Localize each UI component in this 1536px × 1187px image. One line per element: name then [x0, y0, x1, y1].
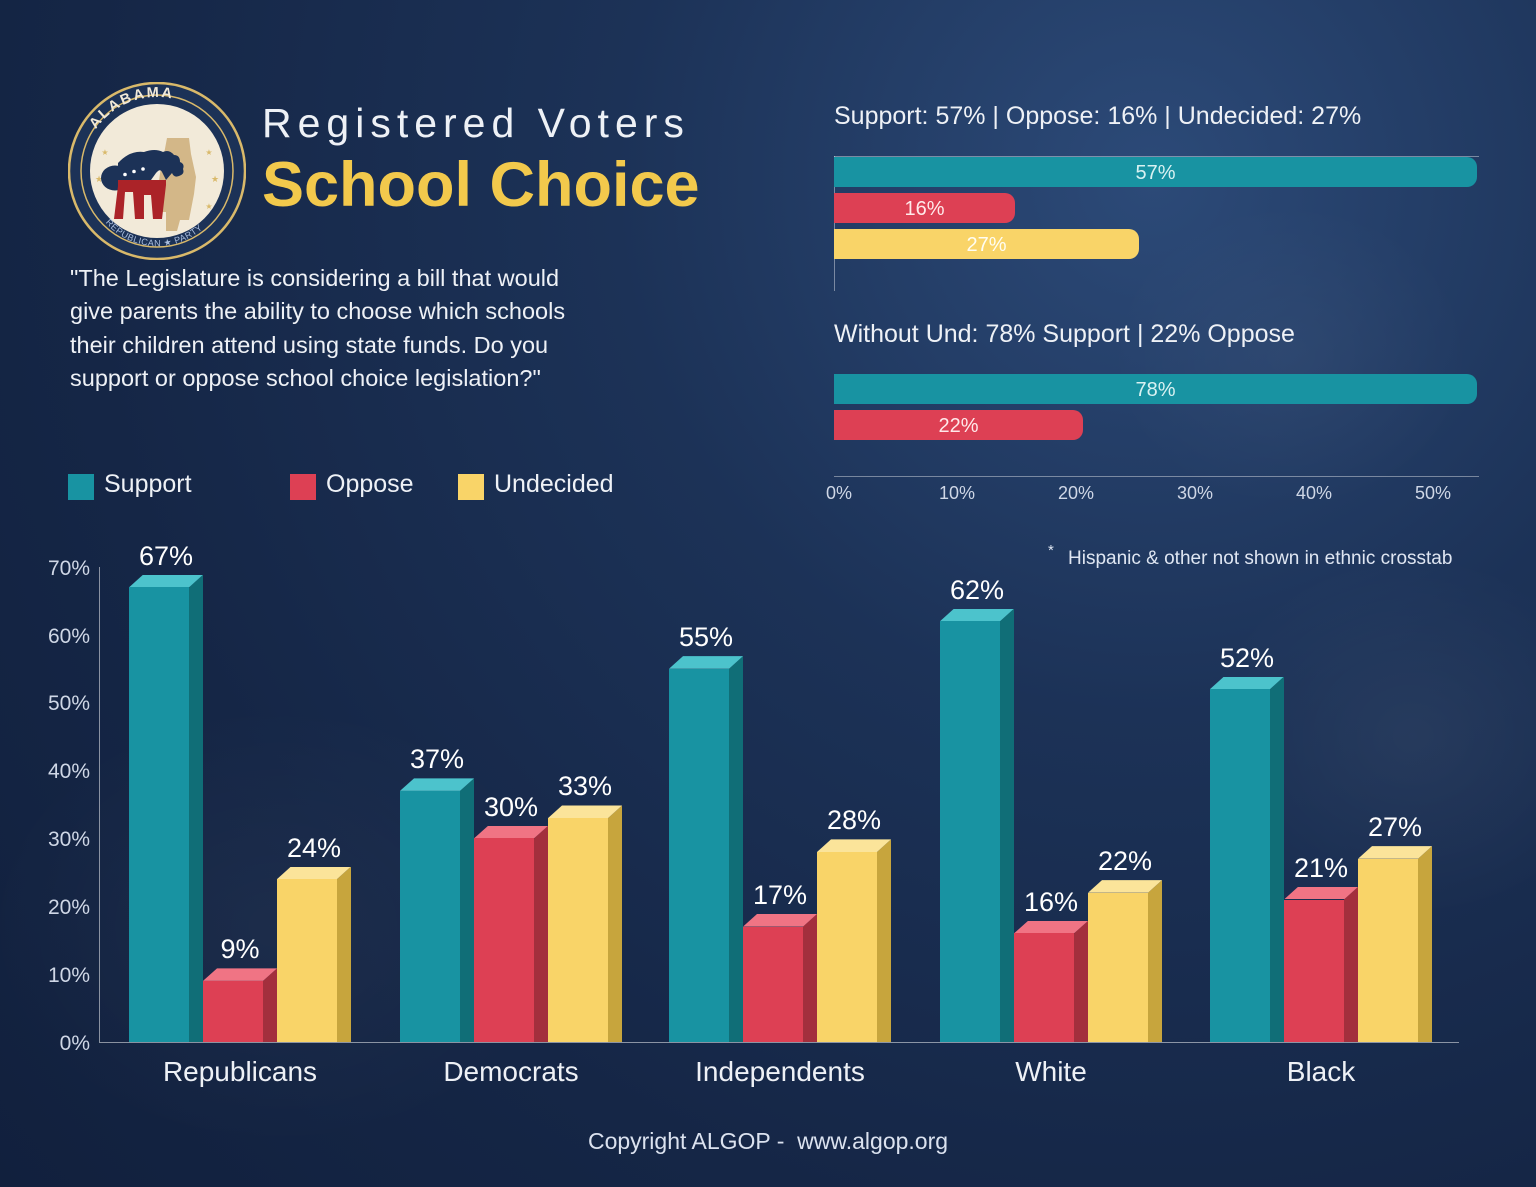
svg-text:★: ★ — [211, 174, 219, 184]
svg-text:★: ★ — [205, 202, 212, 211]
svg-text:★: ★ — [205, 148, 212, 157]
svg-text:★: ★ — [101, 148, 108, 157]
